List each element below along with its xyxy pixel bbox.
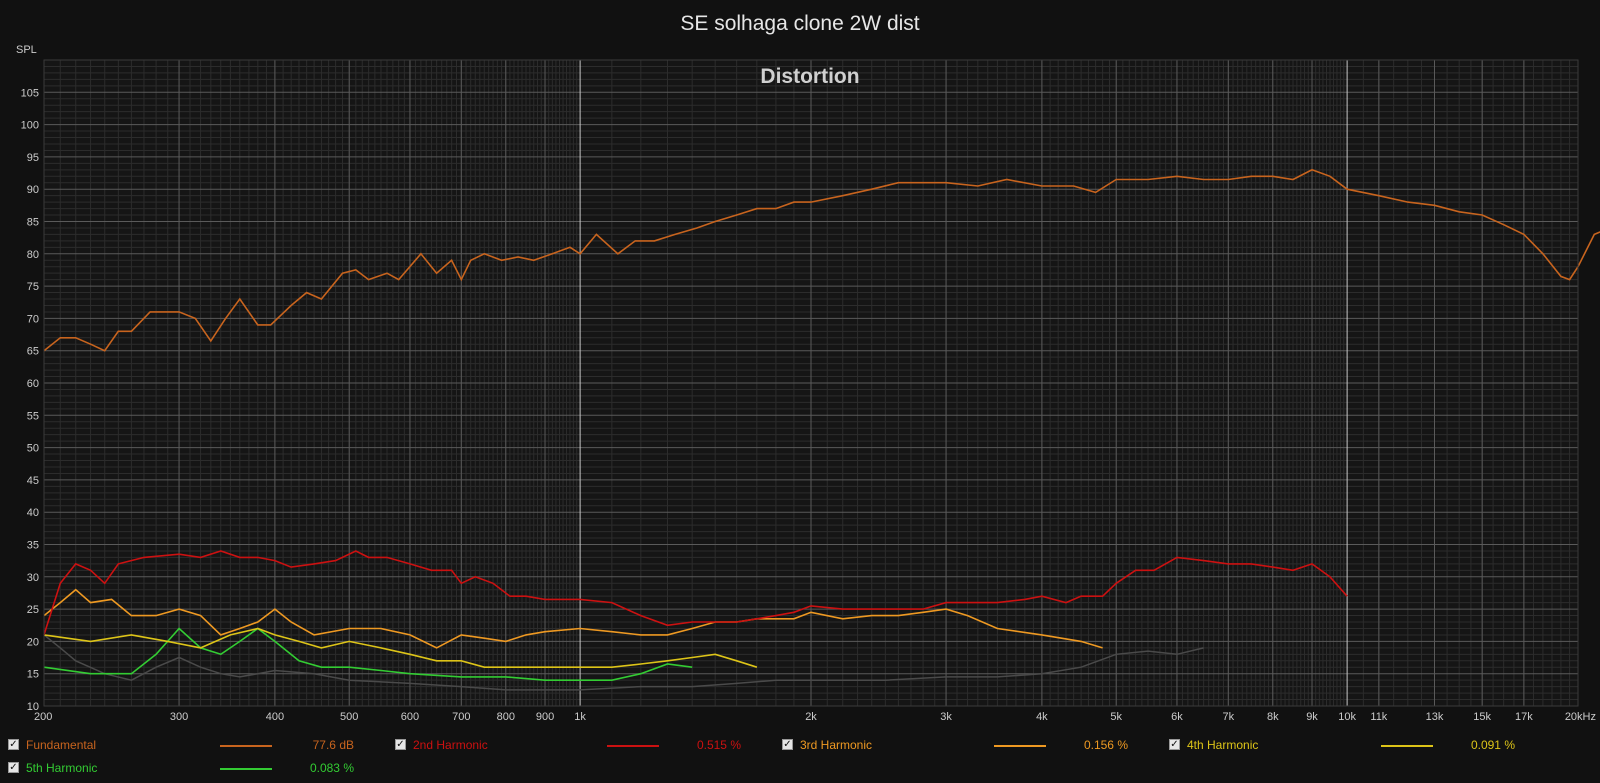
x-tick-label: 900	[536, 711, 554, 720]
y-tick-label: 80	[27, 249, 39, 261]
y-tick-label: 90	[27, 184, 39, 196]
x-tick-label: 200	[34, 711, 52, 720]
legend-label: Fundamental	[26, 738, 97, 752]
legend-item-h4: ✓ 4th Harmonic 0.091 %	[1169, 736, 1549, 756]
x-tick-label: 17k	[1515, 711, 1533, 720]
x-tick-label: 4k	[1036, 711, 1048, 720]
y-tick-label: 10	[27, 701, 39, 713]
y-axis-label: SPL	[16, 44, 37, 56]
x-tick-label: 8k	[1267, 711, 1279, 720]
legend-value: 0.156 %	[1083, 738, 1128, 752]
legend-item-fundamental: ✓ Fundamental 77.6 dB	[8, 736, 388, 756]
3rd-harmonic-line	[43, 588, 1103, 649]
x-tick-label: 3k	[940, 711, 952, 720]
y-tick-label: 20	[27, 636, 39, 648]
legend-value: 0.083 %	[309, 761, 354, 775]
y-tick-label: 95	[27, 152, 39, 164]
x-tick-label: 1k	[574, 711, 586, 720]
plot-area: 10 15 20 25 30 35 40 45 50 55 60 65 70 75 80 85 90 95 100 1…	[21, 59, 1600, 720]
x-tick-label: 6k	[1171, 711, 1183, 720]
legend-item-h2: ✓ 2nd Harmonic 0.515 %	[395, 736, 775, 756]
legend-label: 3rd Harmonic	[800, 738, 873, 752]
y-tick-label: 35	[27, 540, 39, 552]
noise-floor-line	[43, 634, 1204, 691]
y-tick-label: 50	[27, 443, 39, 455]
y-tick-label: 75	[27, 281, 39, 293]
y-tick-label: 55	[27, 410, 39, 422]
y-tick-label: 100	[21, 120, 39, 132]
2nd-harmonic-line	[43, 550, 1348, 636]
x-tick-label: 10k	[1338, 711, 1356, 720]
chart-title: SE solhaga clone 2W dist	[680, 12, 919, 35]
y-tick-label: 85	[27, 217, 39, 229]
y-tick-label: 60	[27, 378, 39, 390]
distortion-chart: SE solhaga clone 2W dist SPL 10 15 20 25 30 3…	[16, 12, 1600, 720]
legend-checkbox-fundamental[interactable]: ✓	[8, 739, 19, 750]
legend-label: 5th Harmonic	[26, 761, 98, 775]
x-tick-label: 11k	[1370, 711, 1387, 720]
x-tick-label: 600	[401, 711, 419, 720]
x-tick-label: 7k	[1222, 711, 1234, 720]
legend-item-h3: ✓ 3rd Harmonic 0.156 %	[782, 736, 1162, 756]
y-tick-label: 45	[27, 475, 39, 487]
y-tick-label: 70	[27, 313, 39, 325]
5th-harmonic-line	[43, 627, 693, 681]
legend-swatch	[220, 768, 272, 770]
legend-label: 4th Harmonic	[1187, 738, 1259, 752]
legend-label: 2nd Harmonic	[413, 738, 488, 752]
legend-value: 0.515 %	[696, 738, 741, 752]
legend-swatch	[994, 745, 1046, 747]
legend-swatch	[220, 745, 272, 747]
x-tick-label: 2k	[805, 711, 817, 720]
y-tick-label: 40	[27, 507, 39, 519]
chart-subtitle: Distortion	[760, 65, 859, 88]
x-tick-label: 5k	[1110, 711, 1122, 720]
legend-item-h5: ✓ 5th Harmonic 0.083 %	[8, 759, 388, 779]
legend-swatch	[1381, 745, 1433, 747]
y-tick-label: 30	[27, 572, 39, 584]
legend-value: 77.6 dB	[312, 738, 354, 752]
x-tick-label: 13k	[1426, 711, 1444, 720]
y-tick-label: 25	[27, 604, 39, 616]
x-tick-label: 700	[452, 711, 470, 720]
y-tick-label: 105	[21, 87, 39, 99]
legend-row: ✓ 5th Harmonic 0.083 %	[0, 759, 1600, 779]
4th-harmonic-line	[43, 627, 758, 668]
x-tick-label: 9k	[1306, 711, 1318, 720]
y-tick-label: 65	[27, 346, 39, 358]
fundamental-line	[43, 168, 1600, 352]
legend-checkbox-h2[interactable]: ✓	[395, 739, 406, 750]
x-tick-label: 15k	[1473, 711, 1491, 720]
x-tick-label: 800	[497, 711, 515, 720]
legend-checkbox-h4[interactable]: ✓	[1169, 739, 1180, 750]
legend-value: 0.091 %	[1470, 738, 1515, 752]
y-tick-label: 15	[27, 669, 39, 681]
legend-checkbox-h3[interactable]: ✓	[782, 739, 793, 750]
legend-checkbox-h5[interactable]: ✓	[8, 762, 19, 773]
plot-border	[43, 59, 1579, 707]
x-tick-label: 300	[170, 711, 188, 720]
x-tick-label: 500	[340, 711, 358, 720]
x-tick-label: 400	[266, 711, 284, 720]
legend-row: ✓ Fundamental 77.6 dB ✓ 2nd Harmonic 0.515 % ✓…	[0, 736, 1600, 756]
legend-swatch	[607, 745, 659, 747]
x-tick-label: 20kHz	[1565, 711, 1596, 720]
